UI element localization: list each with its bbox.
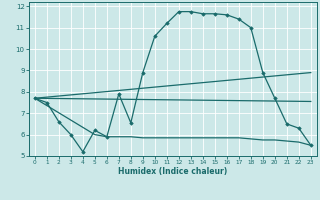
X-axis label: Humidex (Indice chaleur): Humidex (Indice chaleur) bbox=[118, 167, 228, 176]
